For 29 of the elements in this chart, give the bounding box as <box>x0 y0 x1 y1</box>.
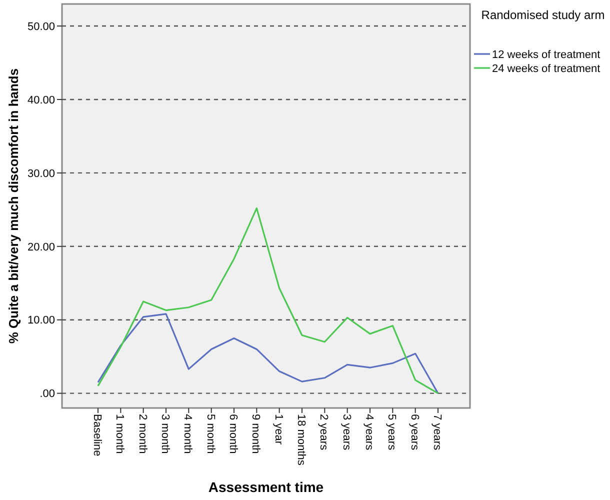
x-tick-label: 5 month <box>204 414 216 454</box>
y-tick-label: .00 <box>40 388 55 400</box>
y-tick-label: 40.00 <box>27 94 55 106</box>
line-series <box>97 313 439 394</box>
x-tick-label: 2 years <box>318 414 330 451</box>
x-axis-title: Assessment time <box>208 479 324 495</box>
legend-label: 24 weeks of treatment <box>492 62 600 75</box>
x-tick-label: 9 month <box>250 414 262 454</box>
x-tick-label: Baseline <box>91 414 103 456</box>
x-tick-label: 3 years <box>340 414 352 451</box>
x-tick-label: 4 years <box>363 414 375 451</box>
x-tick-label: 6 years <box>408 414 420 451</box>
y-tick-label: 10.00 <box>27 314 55 327</box>
y-tick-label: 20.00 <box>27 241 55 254</box>
x-tick-label: 3 month <box>159 414 171 454</box>
x-tick-label: 5 years <box>386 414 398 451</box>
line-series <box>97 207 439 394</box>
x-tick-label: 1 year <box>272 414 284 445</box>
x-tick-label: 18 months <box>295 414 307 466</box>
x-tick-label: 7 years <box>431 414 443 451</box>
x-tick-label: 1 month <box>114 414 126 454</box>
legend-label: 12 weeks of treatment <box>492 48 600 61</box>
x-tick-label: 2 month <box>136 414 148 454</box>
y-tick-label: 50.00 <box>27 20 55 33</box>
x-tick-label: 6 month <box>227 414 239 454</box>
y-axis-title: % Quite a bit/very much discomfort in hands <box>6 68 21 344</box>
y-tick-label: 30.00 <box>27 168 55 180</box>
x-tick-label: 4 month <box>182 414 194 454</box>
legend-title: Randomised study arm <box>480 8 606 23</box>
